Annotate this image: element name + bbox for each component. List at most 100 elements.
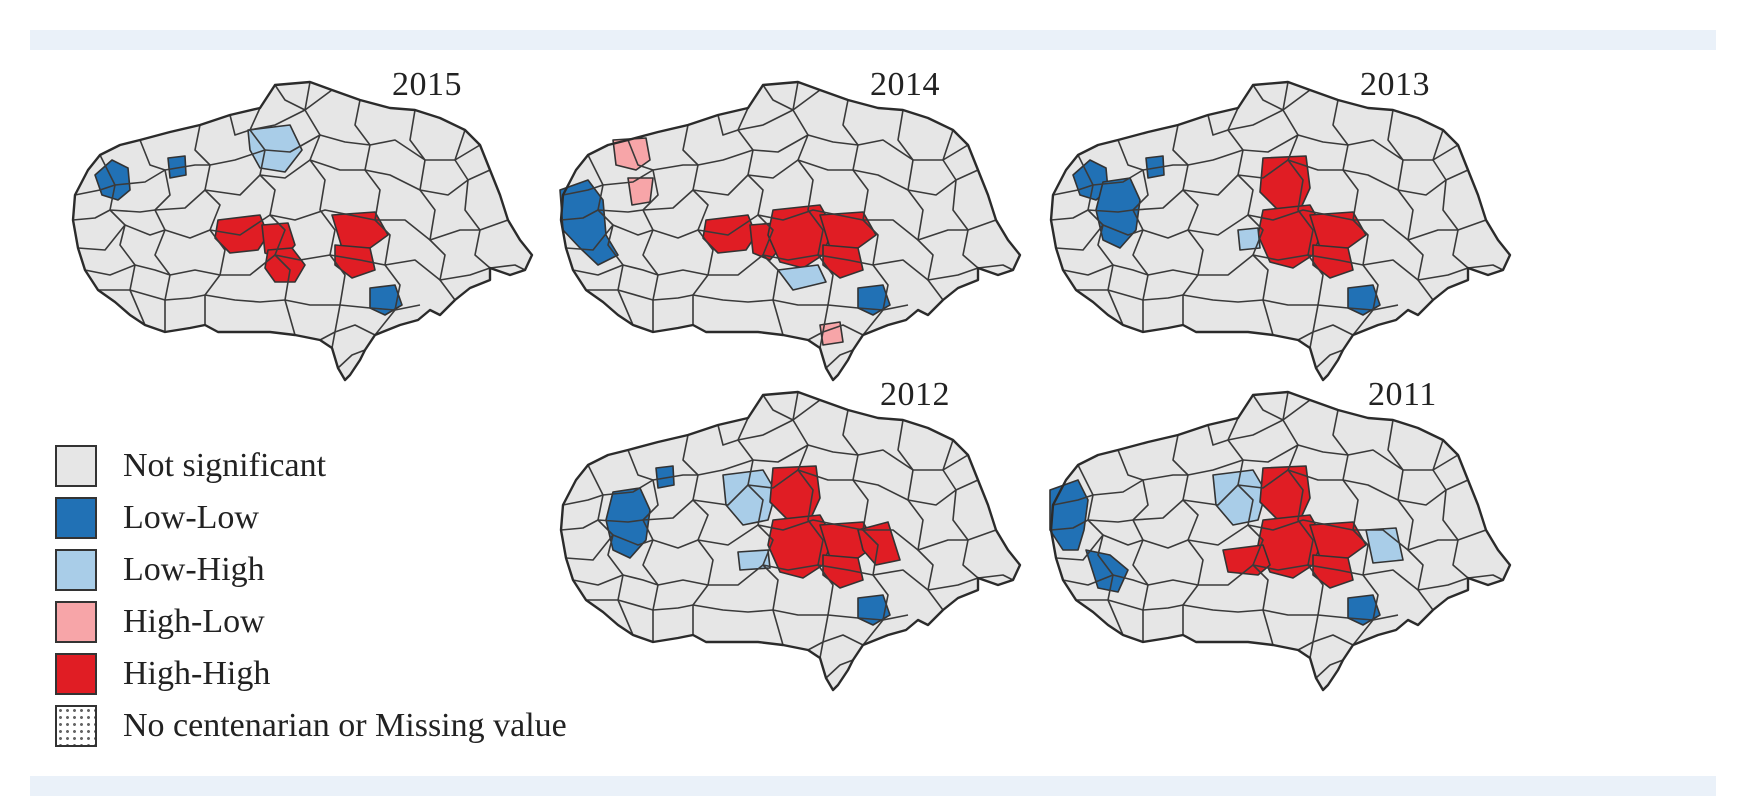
district-boundary [84, 254, 491, 281]
district-boundary [1055, 209, 1487, 251]
panel-title: 2013 [1360, 66, 1430, 103]
district-boundary [587, 154, 634, 326]
legend-item-high-high: High-High [55, 648, 567, 700]
map-panel-2013: 2013 [1048, 60, 1588, 410]
district-low-low [655, 465, 675, 489]
district-boundary [139, 139, 171, 332]
district-boundary [586, 599, 909, 621]
district-low-high [1237, 227, 1261, 251]
district-boundary [1172, 124, 1204, 325]
district-boundary [99, 154, 146, 326]
district-boundary [717, 419, 794, 446]
district-boundary [1297, 324, 1354, 341]
district-boundary [627, 449, 659, 642]
district-boundary [562, 444, 969, 506]
district-boundary [560, 159, 979, 221]
legend-item-missing: No centenarian or Missing value [55, 700, 567, 752]
district-boundary [77, 209, 509, 251]
district-map [559, 390, 1022, 692]
district-boundary [1052, 134, 1459, 196]
district-boundary [274, 84, 333, 111]
map-panel-2012: 2012 [558, 370, 1098, 720]
district-low-low [559, 179, 619, 266]
district-boundary [1315, 659, 1344, 679]
legend-label: No centenarian or Missing value [123, 707, 567, 744]
legend-label: High-Low [123, 603, 265, 640]
legend-item-not-significant: Not significant [55, 440, 567, 492]
province-outline [559, 390, 1022, 692]
province-outline [71, 80, 534, 382]
district-boundary [1172, 434, 1204, 635]
district-boundary [560, 469, 979, 531]
district-boundary [72, 159, 491, 221]
panel-title: 2012 [880, 376, 950, 413]
district-high-high [857, 521, 901, 566]
district-boundary [977, 264, 1014, 271]
district-boundary [1117, 139, 1149, 332]
district-boundary [565, 209, 997, 251]
district-boundary [74, 134, 481, 196]
district-boundary [825, 659, 854, 679]
district-boundary [489, 264, 526, 271]
district-boundary [792, 391, 834, 659]
panel-title: 2015 [392, 66, 462, 103]
province-outline [559, 80, 1022, 382]
district-boundary [304, 81, 346, 349]
district-map [1049, 80, 1512, 382]
map-panel-2014: 2014 [558, 60, 1098, 410]
district-high-high [1309, 211, 1367, 249]
district-low-low [605, 487, 651, 559]
legend-label: Not significant [123, 447, 327, 484]
district-boundary [1282, 391, 1324, 659]
district-boundary [762, 84, 821, 111]
district-boundary [1387, 109, 1434, 301]
legend-item-low-low: Low-Low [55, 492, 567, 544]
top-band [30, 30, 1716, 50]
legend-item-high-low: High-Low [55, 596, 567, 648]
legend-item-low-high: Low-High [55, 544, 567, 596]
district-boundary [1055, 519, 1487, 561]
district-map [1049, 390, 1512, 692]
district-boundary [572, 564, 979, 591]
district-boundary [1050, 469, 1469, 531]
panel-title: 2014 [870, 66, 940, 103]
district-boundary [1076, 289, 1399, 311]
legend-swatch [55, 497, 97, 539]
district-boundary [565, 519, 997, 561]
district-boundary [1062, 254, 1469, 281]
legend-swatch [55, 549, 97, 591]
district-boundary [229, 109, 306, 136]
district-low-high [247, 124, 303, 173]
district-boundary [807, 324, 864, 341]
district-boundary [807, 634, 864, 651]
district-boundary [1297, 634, 1354, 651]
district-boundary [319, 324, 376, 341]
district-high-low [612, 137, 651, 171]
district-boundary [587, 464, 634, 636]
district-low-low [1095, 177, 1141, 249]
panel-title: 2011 [1368, 376, 1437, 413]
district-low-low [1145, 155, 1165, 179]
district-boundary [897, 419, 944, 611]
legend-label: Low-High [123, 551, 265, 588]
district-boundary [792, 81, 834, 349]
district-high-high [819, 211, 877, 249]
legend-label: High-High [123, 655, 271, 692]
district-boundary [1052, 444, 1459, 506]
legend-swatch [55, 653, 97, 695]
map-panel-2011: 2011 [1048, 370, 1588, 720]
district-boundary [194, 124, 226, 325]
district-boundary [572, 254, 979, 281]
district-boundary [1117, 449, 1149, 642]
district-boundary [1252, 394, 1311, 421]
district-low-high [1365, 527, 1404, 564]
district-boundary [682, 434, 714, 635]
district-boundary [1467, 574, 1504, 581]
district-boundary [1076, 599, 1399, 621]
district-boundary [825, 349, 854, 369]
district-boundary [762, 394, 821, 421]
district-boundary [977, 574, 1014, 581]
district-boundary [1207, 109, 1284, 136]
legend-swatch-missing [55, 705, 97, 747]
district-boundary [1252, 84, 1311, 111]
